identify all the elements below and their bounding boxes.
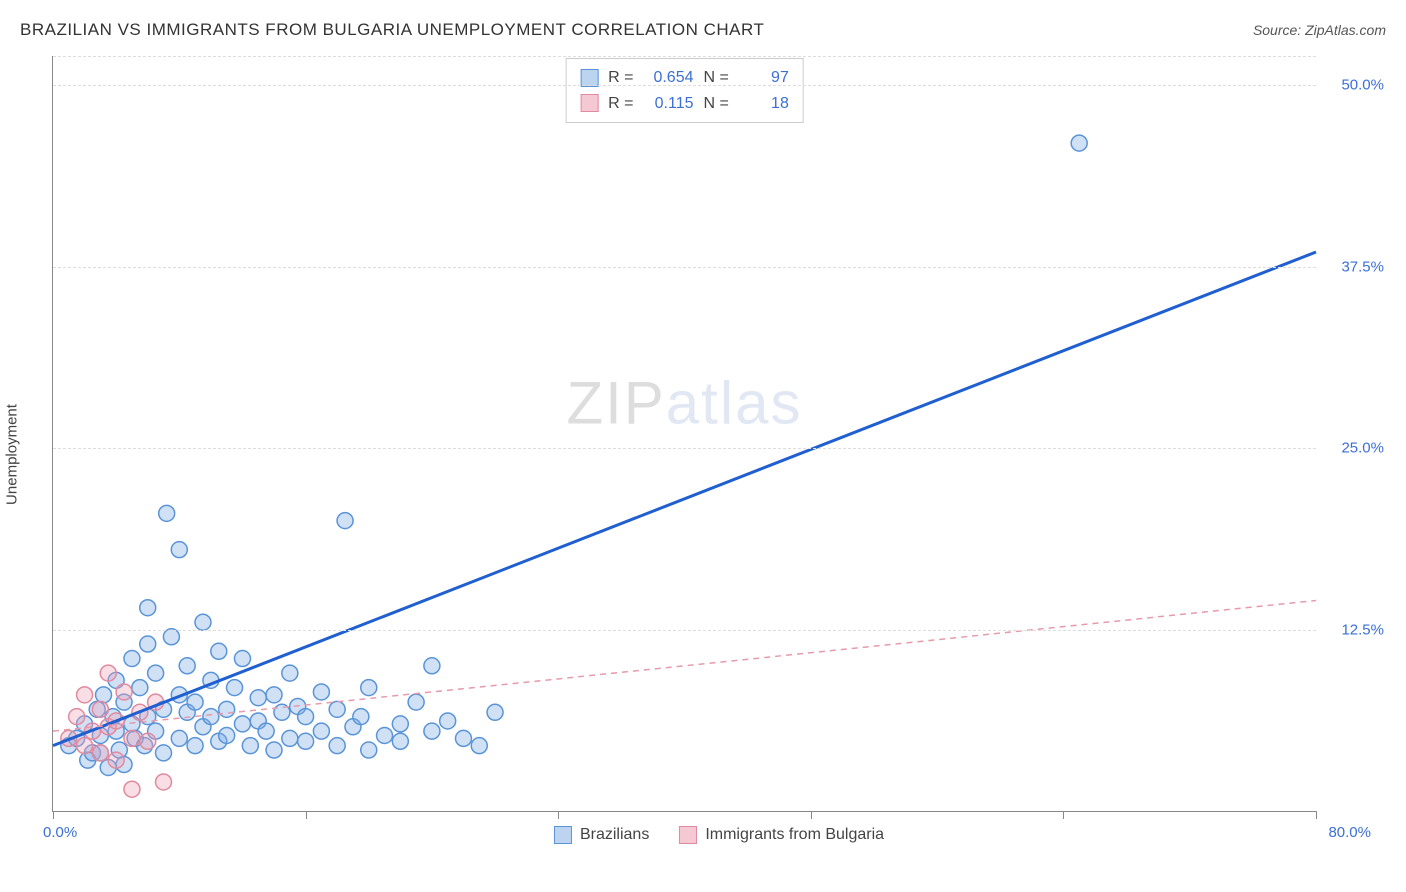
chart-title: BRAZILIAN VS IMMIGRANTS FROM BULGARIA UN… [20, 20, 764, 40]
swatch-series1-legend [554, 826, 572, 844]
chart-container: ZIPatlas R = 0.654 N = 97 R = 0.115 N = … [52, 56, 1386, 852]
swatch-series2 [580, 94, 598, 112]
stats-legend-box: R = 0.654 N = 97 R = 0.115 N = 18 [565, 58, 804, 123]
stats-row-series1: R = 0.654 N = 97 [580, 65, 789, 91]
stats-row-series2: R = 0.115 N = 18 [580, 91, 789, 117]
chart-header: BRAZILIAN VS IMMIGRANTS FROM BULGARIA UN… [20, 20, 1386, 40]
source-attribution: Source: ZipAtlas.com [1253, 22, 1386, 38]
legend-item-series1: Brazilians [554, 826, 649, 844]
legend-item-series2: Immigrants from Bulgaria [679, 826, 884, 844]
y-axis-label: Unemployment [4, 404, 21, 505]
swatch-series2-legend [679, 826, 697, 844]
scatter-plot-svg [53, 56, 1316, 811]
legend-bottom: Brazilians Immigrants from Bulgaria [554, 826, 884, 844]
plot-area: ZIPatlas R = 0.654 N = 97 R = 0.115 N = … [52, 56, 1316, 812]
